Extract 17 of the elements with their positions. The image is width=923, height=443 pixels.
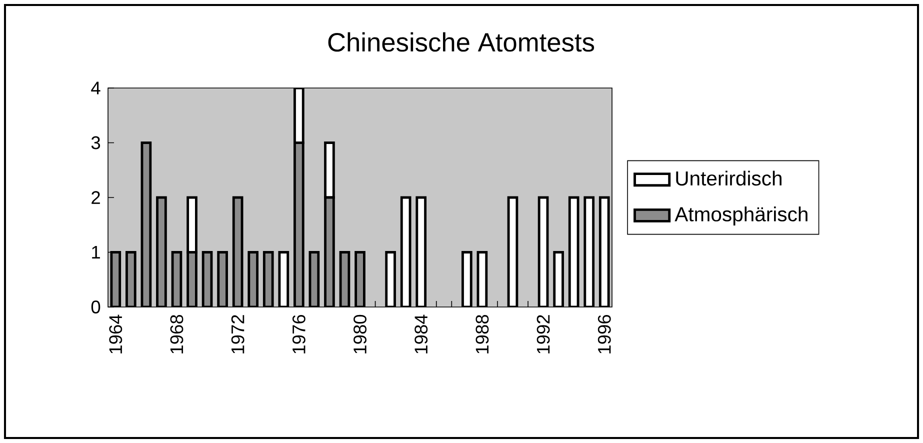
chart-title: Chinesische Atomtests [328,32,594,52]
x-tick-label: 1996 [598,314,611,354]
legend-label: Atmosphärisch [674,206,808,226]
x-tick-label: 1992 [536,315,550,354]
x-tick-label: 1984 [414,314,428,354]
y-tick-label: 2 [92,191,100,204]
y-tick-label: 4 [91,82,100,94]
x-tick-label: 1980 [354,314,366,354]
x-tick-label: 1972 [231,315,244,354]
y-tick-label: 3 [91,136,100,150]
x-tick-label: 1976 [292,314,306,354]
x-tick-label: 1968 [170,314,184,354]
y-tick-label: 1 [92,246,100,259]
y-tick-label: 0 [91,300,100,314]
x-tick-label: 1988 [476,314,489,354]
x-tick-label: 1964 [109,314,122,354]
legend-label: Unterirdisch [676,170,782,186]
